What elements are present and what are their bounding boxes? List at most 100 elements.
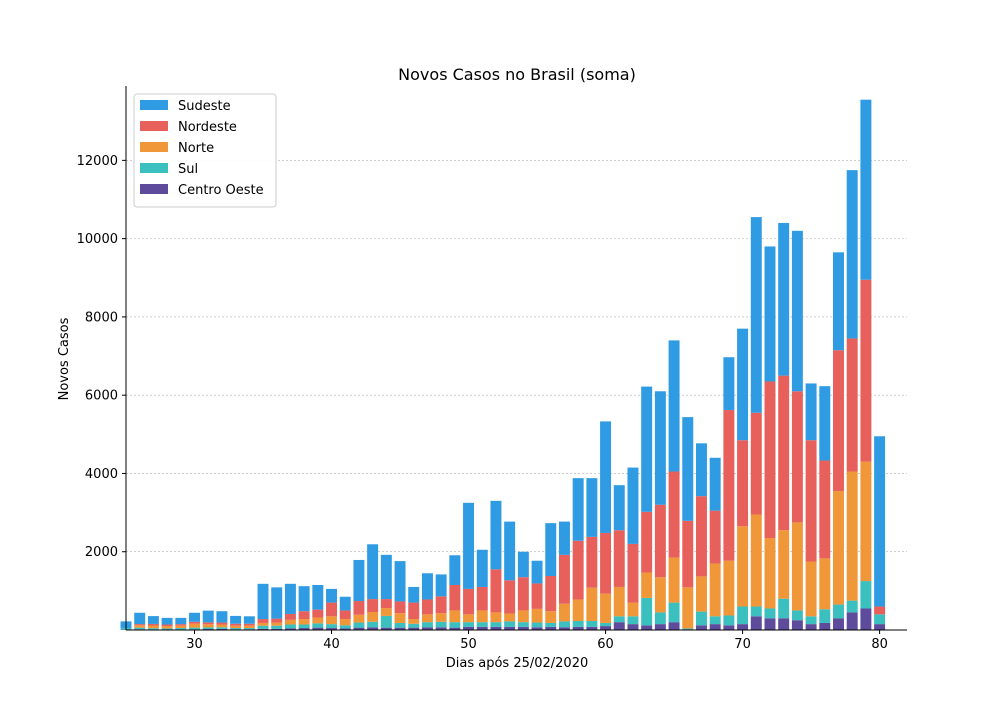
bar-segment [476,610,488,623]
bar-segment [641,386,653,512]
bar-segment [805,616,817,625]
bar-segment [202,610,214,623]
bar-segment [723,560,735,616]
bar-segment [517,622,529,627]
bar-segment [271,587,283,619]
bar-segment [531,560,543,584]
bar-segment [394,601,406,614]
bar-segment [627,543,639,603]
bar-segment [791,230,803,392]
bar-segment [408,619,420,624]
bar-segment [463,588,475,615]
bar-segment [394,622,406,628]
bar-segment [750,514,762,607]
bar-segment [339,610,351,620]
bar-segment [586,478,598,537]
bar-segment [463,614,475,623]
bar-segment [421,573,433,600]
bar-segment [189,627,200,630]
bar-segment [284,624,296,629]
legend-swatch [140,184,168,194]
bar-segment [339,619,351,626]
bar-segment [531,583,543,609]
y-tick-label: 12000 [77,154,118,169]
bar-segment [463,502,475,589]
bar-segment [408,623,420,628]
bar-segment [627,467,639,544]
bar-segment [339,596,351,611]
bar-segment [572,599,584,621]
bar-segment [819,622,831,630]
bar-segment [312,617,324,624]
bar-segment [805,383,817,441]
bar-segment [600,421,612,533]
bar-segment [737,624,749,630]
bar-segment [353,559,365,602]
bar-segment [298,586,310,612]
bar-segment [435,596,447,614]
bar-segment [709,457,721,511]
bar-segment [476,586,488,611]
bar-segment [805,561,817,617]
bar-segment [600,622,612,627]
bar-segment [778,222,790,376]
bar-segment [134,627,146,630]
y-tick-label: 4000 [85,467,118,482]
bar-segment [531,622,543,628]
bar-segment [695,443,707,497]
bar-segment [202,622,214,625]
bar-segment [257,628,269,630]
bar-segment [202,627,214,630]
bar-segment [819,609,831,623]
bar-segment [380,627,392,630]
bar-segment [860,279,872,462]
bar-segment [326,602,338,617]
bar-segment [421,599,433,615]
bar-segment [600,593,612,623]
bar-segment [504,580,516,614]
bar-segment [449,584,461,611]
bar-segment [641,625,653,630]
bar-segment [312,609,324,618]
bar-segment [175,625,187,629]
bar-segment [504,521,516,581]
bar-segment [737,440,749,527]
bar-segment [613,622,625,630]
bar-segment [558,521,570,555]
bar-segment [668,602,680,623]
bar-segment [216,622,228,625]
bar-segment [243,616,255,624]
bar-segment [284,628,296,630]
bar-segment [695,576,707,612]
bar-segment [134,625,146,628]
legend-swatch [140,100,168,110]
bar-segment [147,628,159,630]
bar-segment [750,412,762,515]
bar-segment [326,628,338,630]
x-tick-label: 80 [871,637,888,652]
bar-segment [189,621,200,624]
bar-segment [298,628,310,630]
bar-segment [257,622,269,626]
y-axis-label: Novos Casos [57,317,72,400]
bar-segment [654,624,666,630]
legend-box [133,93,277,208]
bar-segment [216,624,228,628]
bar-segment [490,612,502,623]
bar-segment [449,622,461,628]
bar-segment [394,627,406,630]
bar-segment [860,461,872,582]
bar-segment [833,252,844,351]
bar-segment [558,603,570,622]
bar-segment [874,606,886,615]
bars [120,99,886,630]
bar-segment [709,563,721,617]
bar-segment [230,615,242,624]
bar-segment [134,612,146,625]
bar-segment [833,618,844,630]
bar-segment [819,460,831,559]
bar-segment [175,624,187,626]
bar-segment [558,621,570,628]
bar-segment [339,625,351,629]
